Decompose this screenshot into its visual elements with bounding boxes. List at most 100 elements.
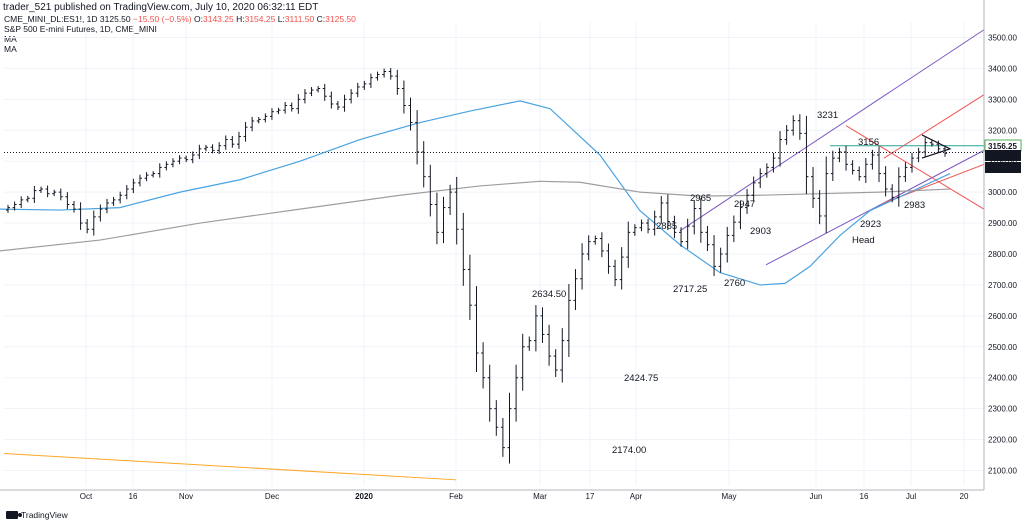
ohlc-bar (665, 194, 670, 231)
ohlc-bar (566, 284, 571, 357)
ohlc-bar (487, 364, 492, 422)
ohlc-bar (844, 145, 849, 171)
ohlc-bar (824, 156, 829, 234)
price-marker-level: 3156.25 (984, 139, 1022, 152)
y-tick-label: 3300.00 (988, 95, 1017, 104)
ohlc-bar (817, 190, 822, 225)
ohlc-bar (428, 164, 433, 217)
ohlc-bar (837, 147, 842, 163)
ohlc-bar (619, 247, 624, 290)
y-tick-label: 3000.00 (988, 188, 1017, 197)
y-tick-label: 2300.00 (988, 405, 1017, 414)
ohlc-bar (309, 87, 314, 97)
ohlc-bar (434, 192, 439, 245)
ohlc-bar (712, 235, 717, 277)
chart-grid (4, 22, 984, 486)
ohlc-bar (606, 243, 611, 274)
ohlc-bar (804, 115, 809, 195)
ohlc-bar (236, 131, 241, 149)
ohlc-bar (916, 147, 921, 163)
ohlc-bar (943, 145, 947, 157)
ohlc-bar (65, 192, 70, 210)
ohlc-bar (751, 176, 756, 202)
ohlc-bar (395, 69, 400, 95)
ohlc-bar (500, 418, 505, 457)
ohlc-bar (98, 204, 103, 222)
ohlc-bar (85, 218, 90, 234)
ohlc-bar (441, 196, 446, 244)
ohlc-bar (250, 116, 255, 132)
ohlc-bar (494, 400, 499, 436)
ohlc-bar (758, 168, 763, 189)
ohlc-bar (329, 91, 334, 109)
ohlc-bar (877, 146, 882, 183)
ohlc-bar (52, 189, 57, 197)
ohlc-bar (296, 94, 301, 114)
ohlc-bar (778, 131, 783, 167)
publisher-header: trader_521 published on TradingView.com,… (3, 2, 318, 14)
ohlc-bar (316, 86, 321, 93)
ohlc-bar (421, 141, 426, 188)
ohlc-bar (923, 137, 928, 158)
price-annotation: 2903 (750, 226, 771, 237)
ohlc-bar (784, 125, 789, 145)
x-tick-label: May (721, 492, 736, 501)
open-value: 3143.25 (202, 14, 234, 24)
indicator-ma-2[interactable]: MA (4, 44, 17, 54)
ohlc-bar (725, 226, 730, 263)
ohlc-bar (58, 188, 63, 201)
x-tick-label: Nov (179, 492, 193, 501)
publisher-text: trader_521 published on TradingView.com,… (3, 2, 319, 13)
ohlc-bar (157, 163, 162, 178)
ohlc-bar (540, 307, 545, 343)
ohlc-bar (302, 89, 307, 104)
price-change: −15.50 (−0.5%) (133, 14, 192, 24)
ohlc-bar (276, 107, 281, 115)
price-marker-last: 3125.50 (985, 150, 1021, 161)
chart-legend: CME_MINI_DL:ES1!, 1D 3125.50 −15.50 (−0.… (4, 14, 356, 54)
price-annotation: 2760 (724, 278, 745, 289)
ohlc-bar (448, 184, 453, 216)
drawing-overlays (3, 29, 985, 481)
ohlc-bar (731, 215, 736, 243)
price-annotation: 2983 (904, 200, 925, 211)
ohlc-bar (243, 121, 248, 142)
ohlc-bar (170, 158, 175, 168)
ohlc-bar (553, 349, 558, 377)
ohlc-bar (289, 102, 294, 112)
ohlc-bar (797, 114, 802, 140)
indicator-ma-1[interactable]: MA (4, 34, 17, 44)
chart-axes: 2100.00 2200.00 2300.00 2400.00 2500.00 2600.… (0, 0, 1022, 501)
ohlc-bar (705, 226, 710, 252)
ohlc-bar (335, 101, 340, 111)
ohlc-bar (104, 198, 109, 214)
ohlc-bar (375, 71, 380, 81)
ohlc-bar (811, 167, 816, 208)
price-marker-countdown: 10:27:49 (985, 162, 1021, 173)
price-annotation: 2923 (860, 219, 881, 230)
x-tick-label: Jul (906, 492, 916, 501)
ohlc-bar (745, 188, 750, 214)
ohlc-bar (903, 162, 908, 182)
price-annotation: 2634.50 (532, 289, 566, 300)
ohlc-bar (527, 336, 532, 351)
ohlc-bar (401, 80, 406, 114)
ohlc-bar (738, 200, 743, 230)
y-tick-label: 2600.00 (988, 312, 1017, 321)
ohlc-bar (382, 68, 387, 78)
ohlc-bar (593, 235, 598, 245)
ohlc-bar (679, 227, 684, 247)
symbol-name[interactable]: CME_MINI_DL:ES1!, 1D (4, 14, 98, 24)
symbol-row: CME_MINI_DL:ES1!, 1D 3125.50 −15.50 (−0.… (4, 14, 356, 24)
ohlc-bar (626, 221, 631, 268)
ohlc-bar (652, 210, 657, 236)
ohlc-bar (698, 198, 703, 243)
footer-brand[interactable]: TradingView (6, 510, 68, 520)
ohlc-bar (639, 219, 644, 232)
y-tick-label: 2400.00 (988, 374, 1017, 383)
ohlc-bar (269, 108, 274, 120)
x-tick-label: 2020 (355, 492, 373, 501)
ohlc-bar (830, 150, 835, 181)
ohlc-bar (461, 212, 466, 286)
